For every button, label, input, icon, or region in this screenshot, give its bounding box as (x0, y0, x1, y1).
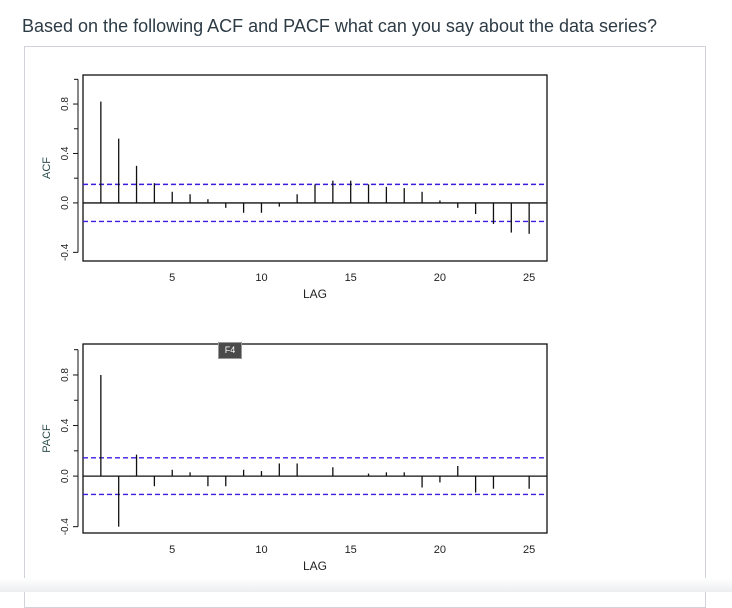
plot-frame (82, 343, 548, 534)
y-tick-label: -0.4 (60, 243, 71, 261)
y-axis-label: ACF (41, 157, 53, 179)
x-tick-label: 25 (523, 272, 535, 284)
x-axis-label: LAG (303, 559, 327, 573)
x-tick-label: 20 (434, 272, 446, 284)
y-tick-label: 0.4 (60, 418, 71, 432)
x-tick-label: 15 (345, 544, 357, 556)
x-tick-label: 15 (345, 272, 357, 284)
y-tick-label: 0.0 (60, 196, 71, 210)
acf-pacf-charts: -0.4 0.0 0.4 0.8 ACF 5 10 15 20 25 LAG -0.4 0.0 0.4 0.… (41, 74, 548, 573)
y-tick-label: -0.4 (60, 518, 71, 536)
acf-chart: -0.4 0.0 0.4 0.8 ACF 5 10 15 20 25 LAG (41, 74, 548, 301)
x-tick-label: 5 (169, 544, 175, 556)
y-tick-label: 0.4 (60, 146, 71, 160)
x-tick-label: 25 (523, 544, 535, 556)
y-axis-label: PACF (41, 424, 53, 453)
x-axis-label: LAG (303, 287, 327, 301)
bottom-scroll-shadow (0, 578, 732, 592)
tooltip-f4: F4 (218, 342, 242, 359)
question-text: Based on the following ACF and PACF what… (22, 16, 658, 36)
x-tick-label: 10 (255, 272, 267, 284)
x-tick-label: 10 (255, 544, 267, 556)
y-tick-label: 0.8 (60, 368, 71, 382)
pacf-chart: -0.4 0.0 0.4 0.8 PACF 5 10 15 20 25 LAG (41, 343, 548, 573)
x-tick-label: 5 (169, 272, 175, 284)
plot-frame (82, 74, 548, 262)
x-tick-label: 20 (434, 544, 446, 556)
y-tick-label: 0.8 (60, 97, 71, 111)
y-tick-label: 0.0 (60, 469, 71, 483)
